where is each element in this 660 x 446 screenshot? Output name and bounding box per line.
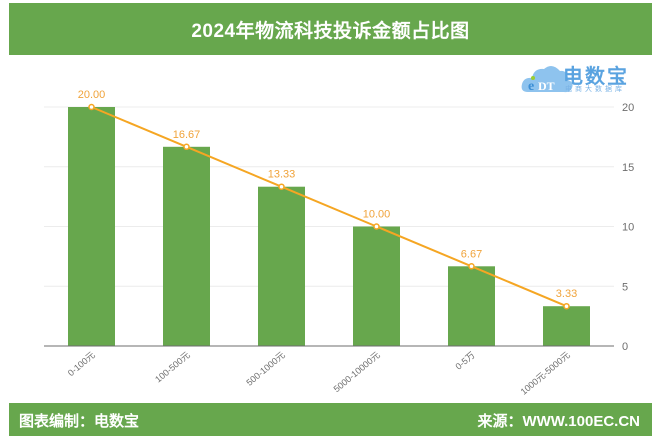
- x-tick-label: 1000元-5000元: [519, 350, 572, 397]
- x-tick-label: 500-1000元: [244, 350, 286, 388]
- logo-name: 电数宝: [563, 66, 629, 88]
- data-label: 6.67: [461, 248, 482, 260]
- cloud-logo-icon: e DT: [521, 65, 573, 94]
- footer-source: 来源：WWW.100EC.CN: [477, 413, 640, 430]
- chart-header: 2024年物流科技投诉金额占比图: [9, 3, 652, 55]
- y-tick-label: 10: [622, 222, 634, 234]
- y-tick-label: 5: [622, 281, 628, 293]
- x-tick-label: 5000-10000元: [332, 350, 382, 394]
- x-tick-label: 0-5万: [453, 350, 476, 372]
- y-axis-ticks: 0 5 10 15 20: [622, 102, 634, 353]
- trend-polyline: [91, 106, 567, 308]
- data-label: 16.67: [173, 129, 201, 141]
- data-label: 13.33: [268, 169, 296, 181]
- line-point: [468, 263, 475, 270]
- svg-text:e: e: [528, 79, 534, 94]
- bar: [543, 306, 590, 346]
- gridlines: [44, 106, 614, 287]
- footer-credit: 图表编制：电数宝: [19, 413, 140, 430]
- y-tick-label: 20: [622, 102, 634, 114]
- logo-subtitle: 电商大数据库: [565, 86, 625, 93]
- x-axis-labels: 0-100元 100-500元 500-1000元 5000-10000元 0-5万 10…: [66, 350, 572, 397]
- line-point: [373, 223, 380, 230]
- chart-title: 2024年物流科技投诉金额占比图: [191, 20, 470, 42]
- line-point: [88, 103, 95, 111]
- y-tick-label: 15: [622, 162, 634, 174]
- x-tick-label: 100-500元: [153, 350, 192, 385]
- line-point: [183, 143, 190, 151]
- data-label: 10.00: [363, 209, 391, 221]
- line-point: [278, 183, 285, 190]
- bar: [258, 186, 305, 346]
- bar: [163, 146, 210, 346]
- bar: [68, 107, 115, 346]
- line-point: [563, 302, 570, 310]
- chart-footer: 图表编制：电数宝 来源：WWW.100EC.CN: [9, 403, 652, 436]
- trend-line: [88, 103, 570, 310]
- svg-text:DT: DT: [538, 79, 555, 93]
- data-label: 3.33: [556, 288, 577, 300]
- bar: [353, 226, 400, 346]
- y-tick-label: 0: [622, 341, 628, 353]
- data-label: 20.00: [78, 89, 106, 101]
- data-labels: 20.00 16.67 13.33 10.00 6.67 3.33: [78, 89, 577, 300]
- bar: [448, 266, 495, 346]
- bars: [68, 107, 590, 346]
- x-tick-label: 0-100元: [66, 350, 97, 378]
